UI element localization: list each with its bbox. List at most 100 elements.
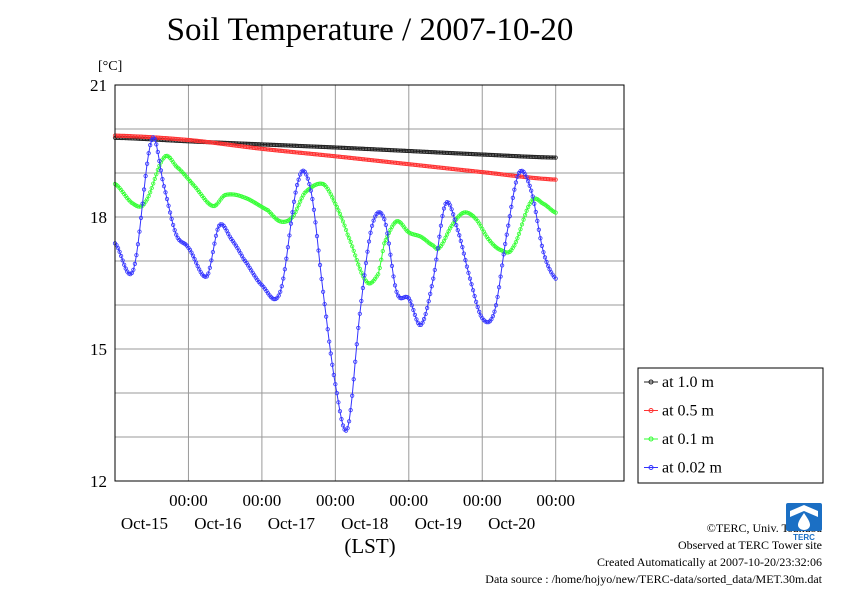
y-tick-label: 18 bbox=[90, 208, 107, 227]
data-point bbox=[288, 221, 294, 226]
data-point bbox=[148, 143, 153, 148]
data-point bbox=[553, 155, 558, 160]
data-point bbox=[141, 187, 147, 192]
data-point bbox=[287, 233, 292, 238]
data-point bbox=[432, 267, 437, 273]
data-point bbox=[522, 212, 528, 218]
data-point bbox=[120, 258, 125, 263]
data-point bbox=[154, 142, 159, 147]
data-point bbox=[538, 236, 543, 241]
legend-label: at 0.1 m bbox=[662, 431, 715, 448]
data-point bbox=[324, 314, 329, 319]
data-point bbox=[330, 362, 335, 367]
data-point bbox=[461, 251, 466, 256]
data-point bbox=[496, 285, 502, 290]
data-point bbox=[117, 249, 122, 254]
data-point bbox=[134, 253, 139, 258]
data-point bbox=[285, 245, 291, 250]
data-point bbox=[451, 212, 456, 217]
y-axis-label: [°C] bbox=[98, 59, 122, 74]
data-point bbox=[339, 215, 344, 220]
data-point bbox=[385, 231, 390, 236]
data-point bbox=[420, 320, 425, 325]
data-point bbox=[348, 239, 353, 245]
legend-label: at 1.0 m bbox=[662, 374, 715, 391]
data-point bbox=[157, 163, 162, 168]
data-point bbox=[503, 241, 508, 247]
data-point bbox=[345, 232, 350, 237]
data-point bbox=[513, 180, 519, 185]
data-point bbox=[463, 258, 468, 263]
data-point bbox=[437, 234, 442, 239]
data-point bbox=[330, 195, 335, 200]
data-point bbox=[515, 174, 520, 179]
x-tick-time: 00:00 bbox=[536, 491, 575, 510]
data-point bbox=[408, 299, 413, 304]
data-point bbox=[290, 210, 295, 215]
data-point bbox=[340, 219, 346, 224]
data-point bbox=[535, 218, 540, 223]
data-point bbox=[279, 284, 284, 289]
data-point bbox=[444, 232, 450, 237]
data-point bbox=[192, 257, 197, 262]
data-point bbox=[313, 220, 318, 225]
data-point bbox=[382, 241, 387, 246]
data-point bbox=[530, 194, 535, 199]
data-point bbox=[509, 204, 514, 209]
data-point bbox=[169, 216, 174, 222]
data-point bbox=[336, 208, 341, 213]
data-point bbox=[334, 390, 339, 396]
axes: 1215182100:00Oct-1500:00Oct-1600:00Oct-1… bbox=[90, 76, 575, 533]
data-point bbox=[311, 207, 317, 212]
data-point bbox=[149, 185, 154, 191]
x-tick-date: Oct-19 bbox=[415, 514, 462, 533]
data-point bbox=[366, 239, 372, 244]
data-point bbox=[356, 325, 361, 331]
legend-swatch-marker bbox=[648, 465, 654, 470]
data-point bbox=[304, 172, 309, 177]
data-point bbox=[391, 274, 396, 279]
data-point bbox=[460, 245, 465, 250]
data-point bbox=[429, 284, 434, 289]
data-point bbox=[337, 409, 343, 414]
data-point bbox=[464, 264, 470, 269]
chart-title: Soil Temperature / 2007-10-20 bbox=[166, 12, 574, 48]
data-point bbox=[412, 312, 418, 317]
data-point bbox=[383, 222, 388, 228]
data-point bbox=[512, 187, 517, 192]
data-point bbox=[354, 342, 359, 347]
data-point bbox=[521, 217, 526, 222]
data-point bbox=[477, 309, 482, 314]
data-point bbox=[327, 339, 332, 344]
data-point bbox=[500, 263, 505, 268]
data-point bbox=[115, 245, 121, 251]
data-point bbox=[321, 289, 326, 294]
data-point bbox=[334, 204, 339, 210]
data-point bbox=[392, 283, 398, 288]
x-tick-time: 00:00 bbox=[316, 491, 355, 510]
data-point bbox=[310, 196, 315, 202]
data-point bbox=[380, 248, 385, 254]
data-point bbox=[541, 250, 546, 255]
data-point bbox=[527, 183, 532, 188]
data-point bbox=[342, 223, 347, 228]
data-point bbox=[353, 253, 358, 258]
legend-swatch-marker bbox=[648, 436, 654, 442]
data-point bbox=[351, 377, 356, 382]
legend-label: at 0.02 m bbox=[662, 460, 723, 477]
data-point bbox=[347, 235, 352, 241]
data-point bbox=[376, 272, 381, 277]
data-point bbox=[135, 242, 141, 247]
data-point bbox=[529, 188, 534, 193]
data-point bbox=[379, 257, 384, 262]
data-point bbox=[360, 285, 365, 291]
data-point bbox=[362, 273, 367, 278]
legend-box bbox=[637, 367, 824, 484]
data-point bbox=[441, 238, 447, 244]
data-point bbox=[157, 158, 162, 164]
data-point bbox=[552, 155, 557, 160]
data-point bbox=[146, 151, 151, 156]
data-point bbox=[365, 249, 370, 254]
data-point bbox=[154, 172, 159, 177]
